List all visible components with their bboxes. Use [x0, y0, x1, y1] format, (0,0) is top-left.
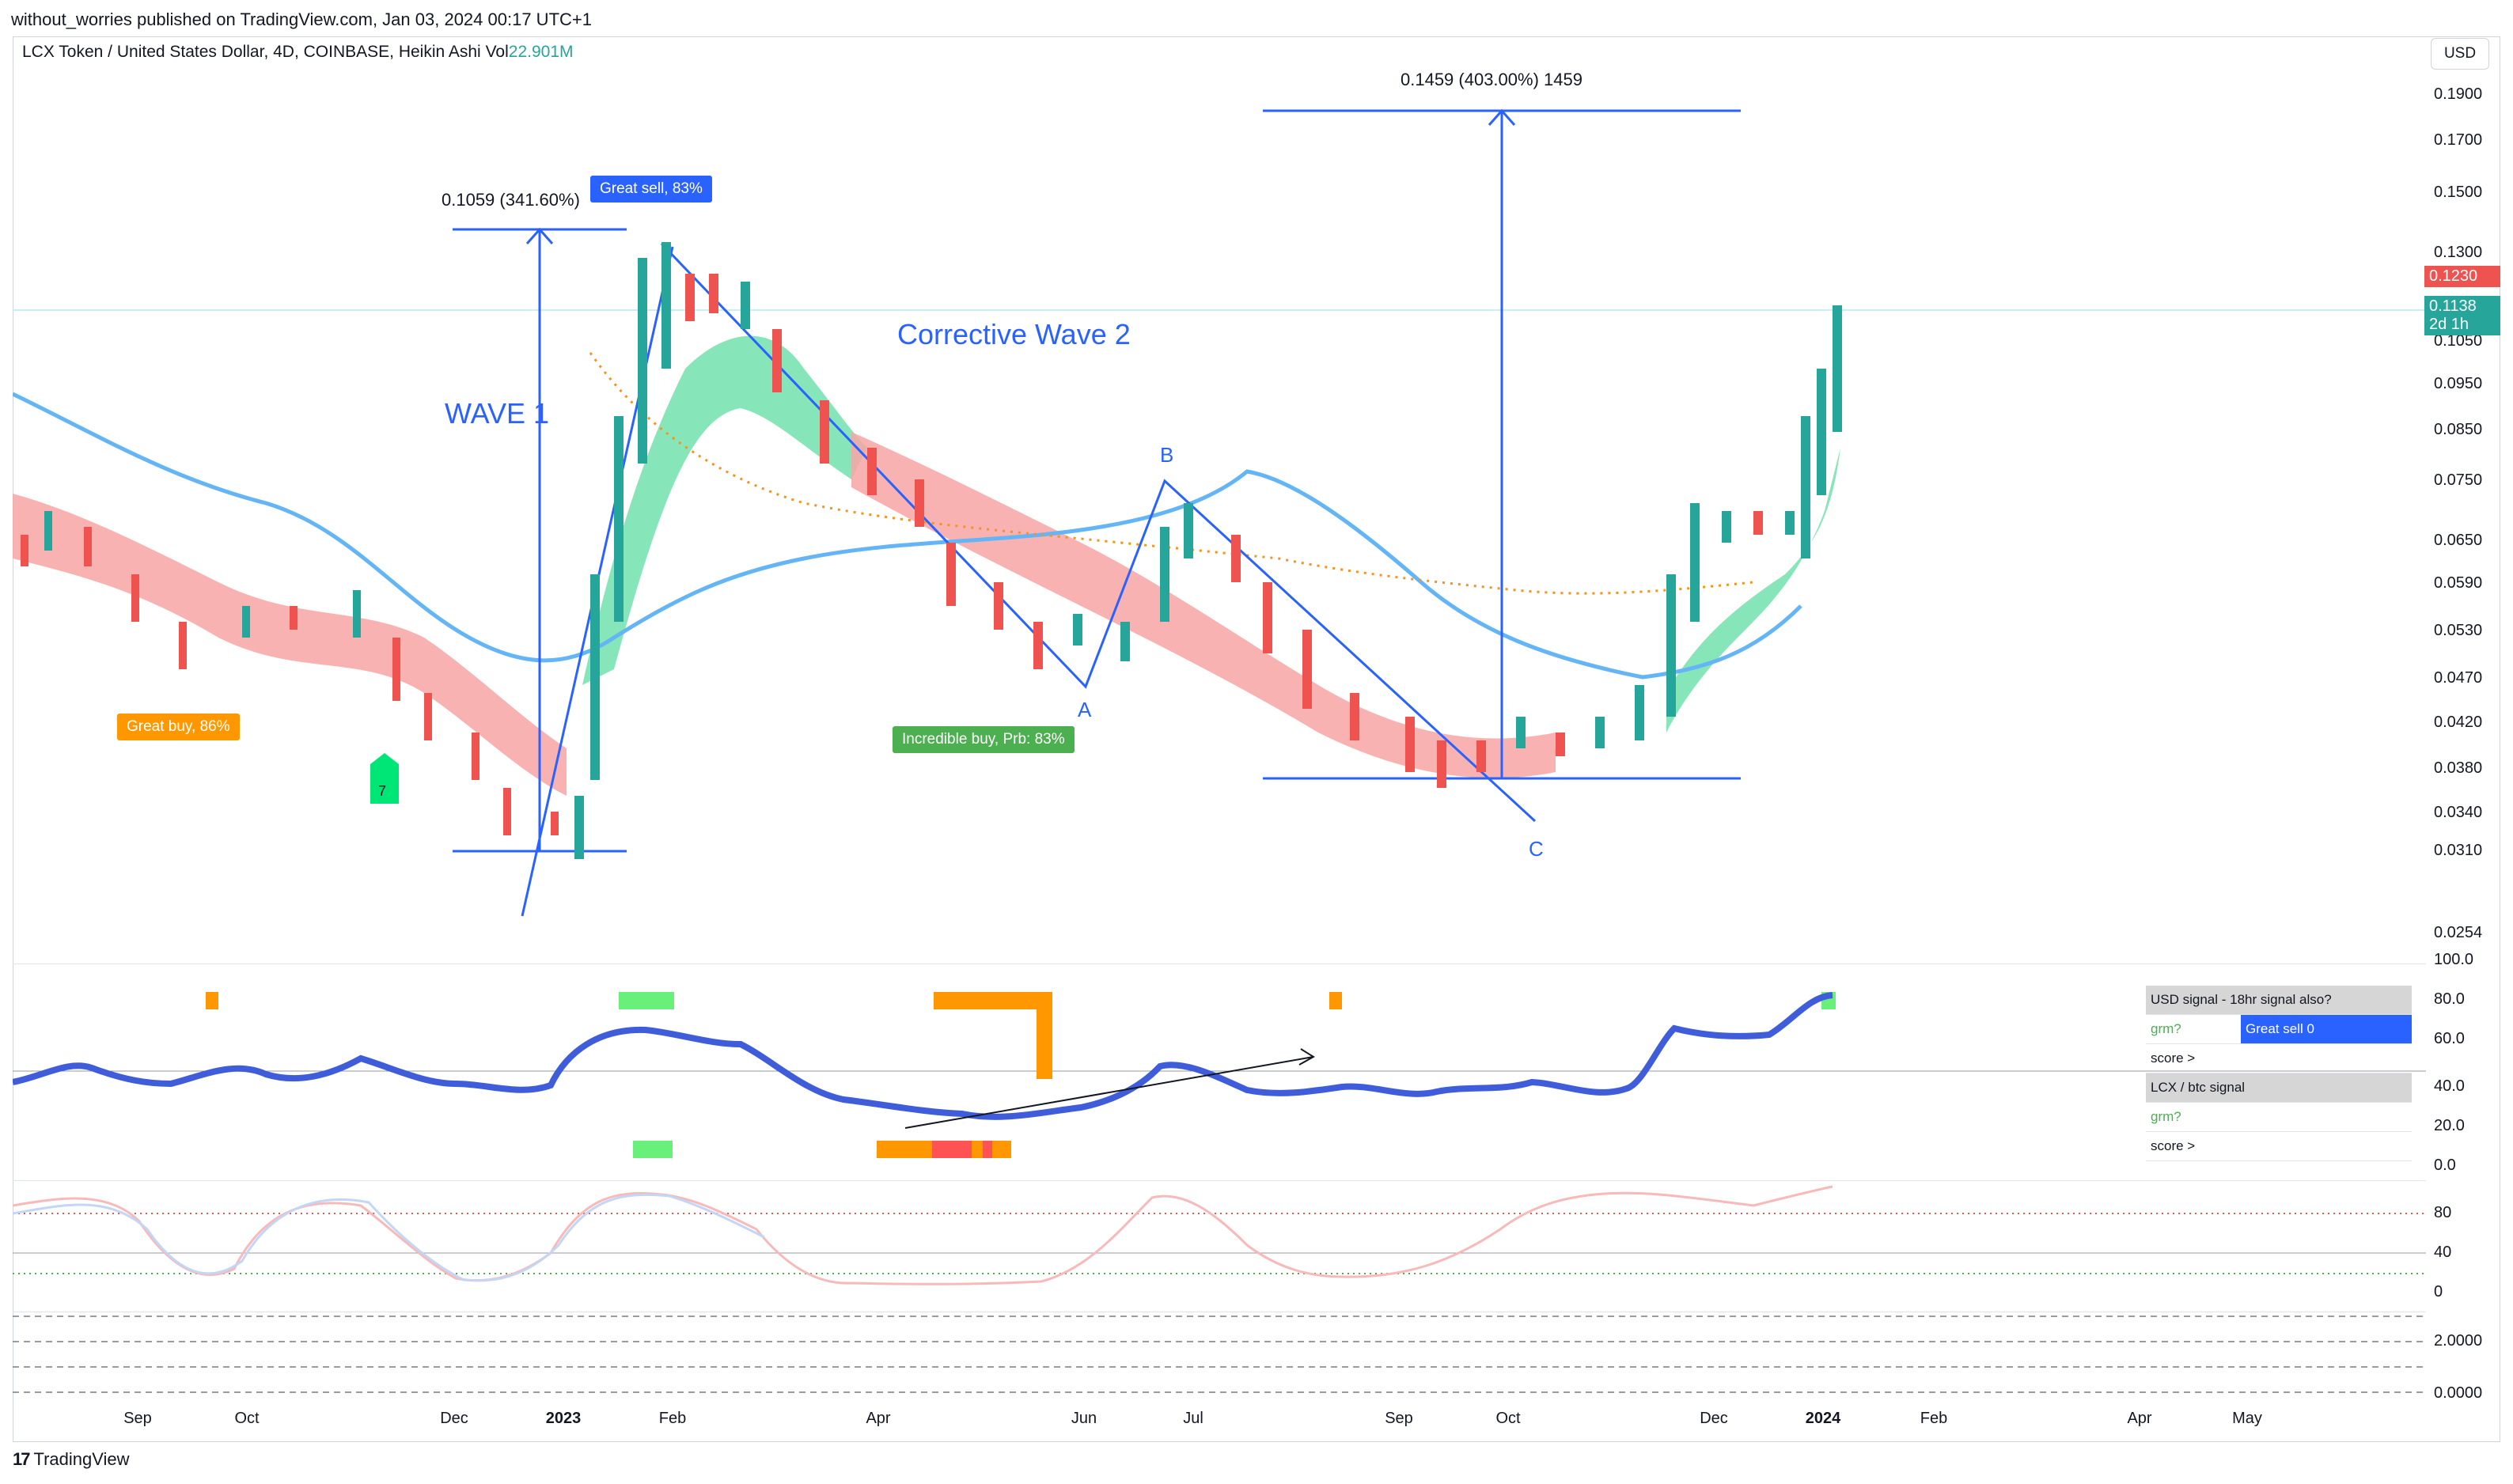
price-tick: 0.1050: [2434, 332, 2483, 350]
score2-label: score >: [2151, 1138, 2196, 1153]
signal-seven-label: 7: [378, 783, 387, 799]
tradingview-logo-text: TradingView: [33, 1449, 130, 1469]
price-scale[interactable]: 0.1900 0.1700 0.1500 0.1300 0.1050 0.095…: [2428, 76, 2507, 1183]
countdown: 2d 1h: [2429, 316, 2469, 333]
volume-label: Vol: [485, 43, 509, 61]
usd-signal-header: USD signal - 18hr signal also?: [2146, 986, 2412, 1015]
publisher-info: without_worries published on TradingView…: [11, 9, 592, 29]
grm2-row: grm?: [2146, 1103, 2412, 1132]
grm-row: grm? Great sell 0: [2146, 1015, 2412, 1044]
price-tick: 0.0420: [2434, 714, 2483, 731]
time-tick: Sep: [1385, 1410, 1413, 1427]
green-price: 0.1138: [2429, 297, 2477, 315]
volume-value: 22.901M: [508, 43, 574, 61]
point-a-label: A: [1078, 698, 1092, 721]
stoch-tick: 40: [2434, 1244, 2452, 1261]
corrective-wave-label: Corrective Wave 2: [897, 318, 1131, 350]
price-tick: 0.0380: [2434, 759, 2483, 777]
indicator-tick: 0.0: [2434, 1157, 2456, 1174]
wave1-label: WAVE 1: [445, 397, 550, 430]
stoch-tick: 80: [2434, 1204, 2452, 1221]
time-tick: Feb: [658, 1410, 687, 1427]
price-tick: 0.1500: [2434, 184, 2483, 201]
price-tick: 0.0950: [2434, 375, 2483, 392]
indicator-tick: 80.0: [2434, 990, 2465, 1008]
time-tick: Dec: [1700, 1410, 1728, 1427]
pane-separator[interactable]: [13, 963, 2426, 964]
indicator-tick: 40.0: [2434, 1077, 2465, 1095]
price-tick: 0.0650: [2434, 532, 2483, 549]
chart-frame: [13, 36, 2500, 1442]
score-row: score >: [2146, 1044, 2412, 1073]
indicator-tick: 20.0: [2434, 1117, 2465, 1134]
measure1-label: 0.1059 (341.60%): [442, 190, 580, 210]
great-buy-label: Great buy, 86%: [117, 714, 240, 740]
score2-row: score >: [2146, 1132, 2412, 1161]
time-tick: Oct: [1495, 1410, 1521, 1427]
time-tick: Oct: [234, 1410, 260, 1427]
point-c-label: C: [1529, 837, 1544, 861]
price-tick: 0.0850: [2434, 421, 2483, 438]
time-tick: Apr: [866, 1410, 891, 1427]
price-tick: 0.0340: [2434, 804, 2483, 821]
symbol-legend[interactable]: LCX Token / United States Dollar, 4D, CO…: [22, 43, 574, 62]
indicator-tick: 60.0: [2434, 1030, 2465, 1047]
price-tick: 0.1300: [2434, 244, 2483, 261]
price-tick: 0.0530: [2434, 622, 2483, 639]
volume-tick: 2.0000: [2434, 1332, 2483, 1350]
incredible-buy-label: Incredible buy, Prb: 83%: [893, 726, 1075, 753]
tradingview-logo[interactable]: 17 TradingView: [13, 1449, 130, 1470]
grm-value: Great sell 0: [2241, 1015, 2412, 1043]
price-tick: 0.1900: [2434, 85, 2483, 103]
price-tick: 0.0470: [2434, 669, 2483, 687]
time-tick: Feb: [1920, 1410, 1948, 1427]
lcx-header-text: LCX / btc signal: [2151, 1080, 2246, 1095]
grm2-label: grm?: [2151, 1109, 2181, 1124]
price-tick: 0.0254: [2434, 924, 2483, 941]
last-price-badge-red: 0.1230: [2424, 266, 2500, 287]
time-tick: 2023: [545, 1410, 582, 1427]
signal-table: USD signal - 18hr signal also? grm? Grea…: [2146, 986, 2412, 1161]
time-tick: 2024: [1805, 1410, 1841, 1427]
stoch-tick: 0: [2434, 1283, 2443, 1300]
stochastic-pane[interactable]: [13, 1182, 2426, 1310]
candles: [21, 242, 1842, 859]
tradingview-logo-icon: 17: [13, 1449, 31, 1469]
last-price-badge-green: 0.1138 2d 1h: [2424, 296, 2500, 335]
usd-header-text: USD signal - 18hr signal also?: [2151, 992, 2332, 1007]
indicator-pane[interactable]: [13, 965, 2426, 1179]
time-tick: Apr: [2127, 1410, 2152, 1427]
point-b-label: B: [1160, 443, 1174, 467]
time-tick: Jun: [1071, 1410, 1097, 1427]
lcx-signal-header: LCX / btc signal: [2146, 1073, 2412, 1103]
volume-pane[interactable]: [13, 1313, 2426, 1405]
grm-label: grm?: [2151, 1021, 2181, 1036]
measure2-label: 0.1459 (403.00%) 1459: [1401, 70, 1582, 89]
pane-separator[interactable]: [13, 1180, 2426, 1181]
time-tick: Dec: [440, 1410, 468, 1427]
price-tick: 0.0590: [2434, 574, 2483, 592]
time-tick: May: [2232, 1410, 2262, 1427]
main-chart[interactable]: [13, 36, 2426, 1440]
indicator-tick: 100.0: [2434, 951, 2474, 968]
price-tick: 0.0310: [2434, 842, 2483, 859]
price-tick: 0.1700: [2434, 131, 2483, 149]
currency-button[interactable]: USD: [2431, 38, 2489, 70]
time-tick: Jul: [1183, 1410, 1203, 1427]
time-tick: Sep: [123, 1410, 152, 1427]
score-label: score >: [2151, 1051, 2196, 1066]
price-tick: 0.0750: [2434, 471, 2483, 489]
symbol-title: LCX Token / United States Dollar, 4D, CO…: [22, 43, 481, 61]
volume-tick: 0.0000: [2434, 1384, 2483, 1402]
great-sell-label: Great sell, 83%: [590, 176, 712, 203]
